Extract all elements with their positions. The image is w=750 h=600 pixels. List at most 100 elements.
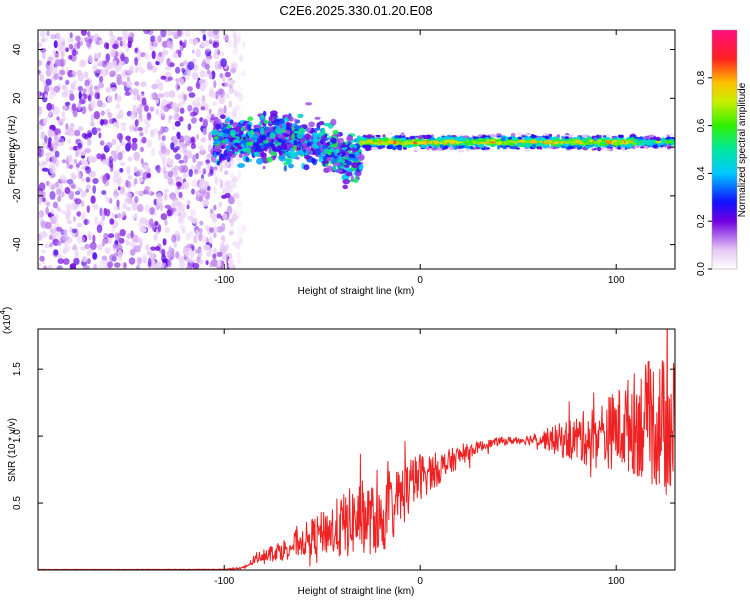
heatmap-cell — [245, 141, 253, 147]
heatmap-cell — [453, 132, 457, 135]
heatmap-cell — [93, 85, 99, 90]
heatmap-cell — [62, 235, 69, 242]
heatmap-cell — [49, 190, 56, 200]
heatmap-cell — [113, 206, 118, 211]
heatmap-cell — [293, 130, 300, 134]
heatmap-cell — [218, 88, 225, 98]
heatmap-cell — [510, 132, 516, 137]
heatmap-cell — [49, 62, 55, 69]
heatmap-cell — [294, 118, 298, 124]
heatmap-cell — [266, 136, 272, 141]
heatmap-cell — [477, 137, 483, 142]
heatmap-cell — [83, 265, 90, 269]
heatmap-cell — [159, 108, 165, 117]
heatmap-cell — [353, 177, 359, 184]
heatmap-cell — [242, 136, 247, 141]
heatmap-cell — [65, 47, 69, 52]
heatmap-cell — [61, 111, 66, 118]
heatmap-cell — [113, 170, 121, 177]
heatmap-cell — [164, 127, 169, 133]
heatmap-cell — [253, 151, 260, 157]
heatmap-cell — [116, 132, 123, 141]
heatmap-cell — [659, 145, 664, 148]
heatmap-cell — [86, 248, 91, 257]
heatmap-cell — [109, 30, 114, 38]
heatmap-cell — [501, 137, 506, 142]
heatmap-cell — [288, 163, 294, 169]
heatmap-cell — [59, 175, 67, 182]
heatmap-cell — [77, 85, 84, 92]
heatmap-cell — [70, 82, 75, 90]
heatmap-cell — [190, 208, 197, 217]
heatmap-cell — [342, 184, 349, 190]
heatmap-cell — [226, 205, 233, 215]
heatmap-cell — [226, 117, 231, 123]
heatmap-cell — [56, 265, 63, 269]
heatmap-cell — [109, 198, 113, 204]
heatmap-cell — [76, 40, 81, 50]
heatmap-cell — [194, 169, 199, 175]
heatmap-cell — [318, 121, 325, 126]
heatmap-cell — [125, 192, 132, 199]
heatmap-cell — [185, 232, 190, 241]
heatmap-cell — [213, 168, 216, 178]
spectrogram-ytick-label: 0 — [12, 144, 23, 150]
spectrogram-xlabel: Height of straight line (km) — [298, 286, 415, 297]
heatmap-cell — [558, 143, 562, 147]
heatmap-cell — [156, 196, 163, 206]
heatmap-cell — [307, 142, 312, 147]
heatmap-cell — [530, 140, 537, 143]
heatmap-cell — [136, 94, 141, 101]
heatmap-cell — [186, 200, 191, 206]
heatmap-cell — [536, 146, 542, 149]
heatmap-cell — [61, 50, 65, 58]
heatmap-cell — [133, 126, 139, 132]
heatmap-cell — [222, 133, 225, 138]
heatmap-cell — [311, 131, 319, 139]
heatmap-cell — [195, 101, 201, 107]
heatmap-cell — [589, 142, 594, 145]
heatmap-cell — [289, 150, 296, 158]
heatmap-cell — [200, 30, 207, 34]
snr-xtick-label: 100 — [608, 576, 625, 587]
heatmap-cell — [111, 151, 115, 159]
heatmap-cell — [209, 91, 217, 99]
heatmap-cell — [213, 80, 217, 89]
heatmap-cell — [330, 118, 337, 126]
heatmap-cell — [503, 140, 507, 145]
heatmap-cell — [146, 112, 152, 121]
heatmap-cell — [326, 165, 333, 172]
heatmap-cell — [120, 161, 126, 166]
heatmap-cell — [99, 259, 106, 266]
heatmap-cell — [133, 151, 141, 161]
heatmap-cell — [80, 200, 85, 208]
heatmap-cell — [115, 103, 121, 110]
heatmap-cell — [136, 169, 144, 177]
heatmap-cell — [98, 265, 106, 269]
heatmap-cell — [186, 247, 193, 253]
heatmap-cell — [200, 187, 204, 196]
heatmap-cell — [172, 200, 177, 206]
heatmap-cell — [168, 170, 174, 178]
heatmap-cell — [332, 129, 339, 135]
heatmap-cell — [48, 110, 53, 117]
heatmap-cell — [507, 139, 511, 145]
heatmap-cell — [627, 148, 634, 152]
heatmap-cell — [151, 50, 156, 60]
heatmap-cell — [208, 132, 212, 141]
heatmap-cell — [140, 158, 144, 165]
heatmap-cell — [557, 138, 561, 141]
heatmap-cell — [104, 247, 111, 255]
heatmap-cell — [53, 72, 60, 80]
heatmap-cell — [358, 164, 364, 170]
heatmap-cell — [105, 87, 112, 93]
heatmap-cell — [208, 248, 213, 253]
heatmap-cell — [178, 164, 186, 174]
heatmap-cell — [223, 160, 229, 169]
heatmap-cell — [183, 135, 190, 142]
heatmap-cell — [260, 135, 266, 140]
heatmap-cell — [131, 137, 138, 143]
heatmap-cell — [253, 124, 262, 128]
heatmap-cell — [81, 158, 87, 166]
heatmap-cell — [80, 30, 87, 36]
